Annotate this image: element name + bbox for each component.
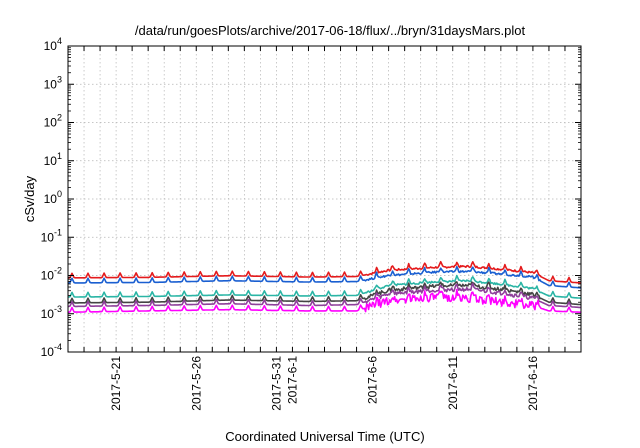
chart-title: /data/run/goesPlots/archive/2017-06-18/f… [135,23,526,38]
x-axis-label: Coordinated Universal Time (UTC) [225,429,424,444]
y-axis-label: cSv/day [22,175,37,222]
chart: /data/run/goesPlots/archive/2017-06-18/f… [0,0,640,448]
y-tick-label: 10-3 [41,304,62,321]
y-tick-label: 10-1 [41,227,62,244]
x-tick-label: 2017-6-11 [446,356,460,410]
y-tick-label: 10-2 [41,266,62,283]
y-tick-label: 102 [44,113,62,130]
x-tick-label: 2017-6-1 [285,356,299,404]
y-tick-label: 100 [44,189,62,206]
y-tick-label: 104 [44,36,62,53]
x-tick-label: 2017-6-16 [526,356,540,411]
x-axis: 2017-5-21 2017-5-26 2017-5-31 2017-6-1 2017-… [68,46,581,411]
x-tick-label: 2017-5-26 [189,356,203,411]
x-tick-label: 2017-5-21 [109,356,123,411]
x-tick-label: 2017-6-6 [366,356,380,404]
x-tick-label: 2017-5-31 [269,356,283,411]
y-tick-label: 103 [44,74,62,91]
y-tick-label: 10-4 [41,342,62,359]
y-tick-label: 101 [44,151,62,168]
